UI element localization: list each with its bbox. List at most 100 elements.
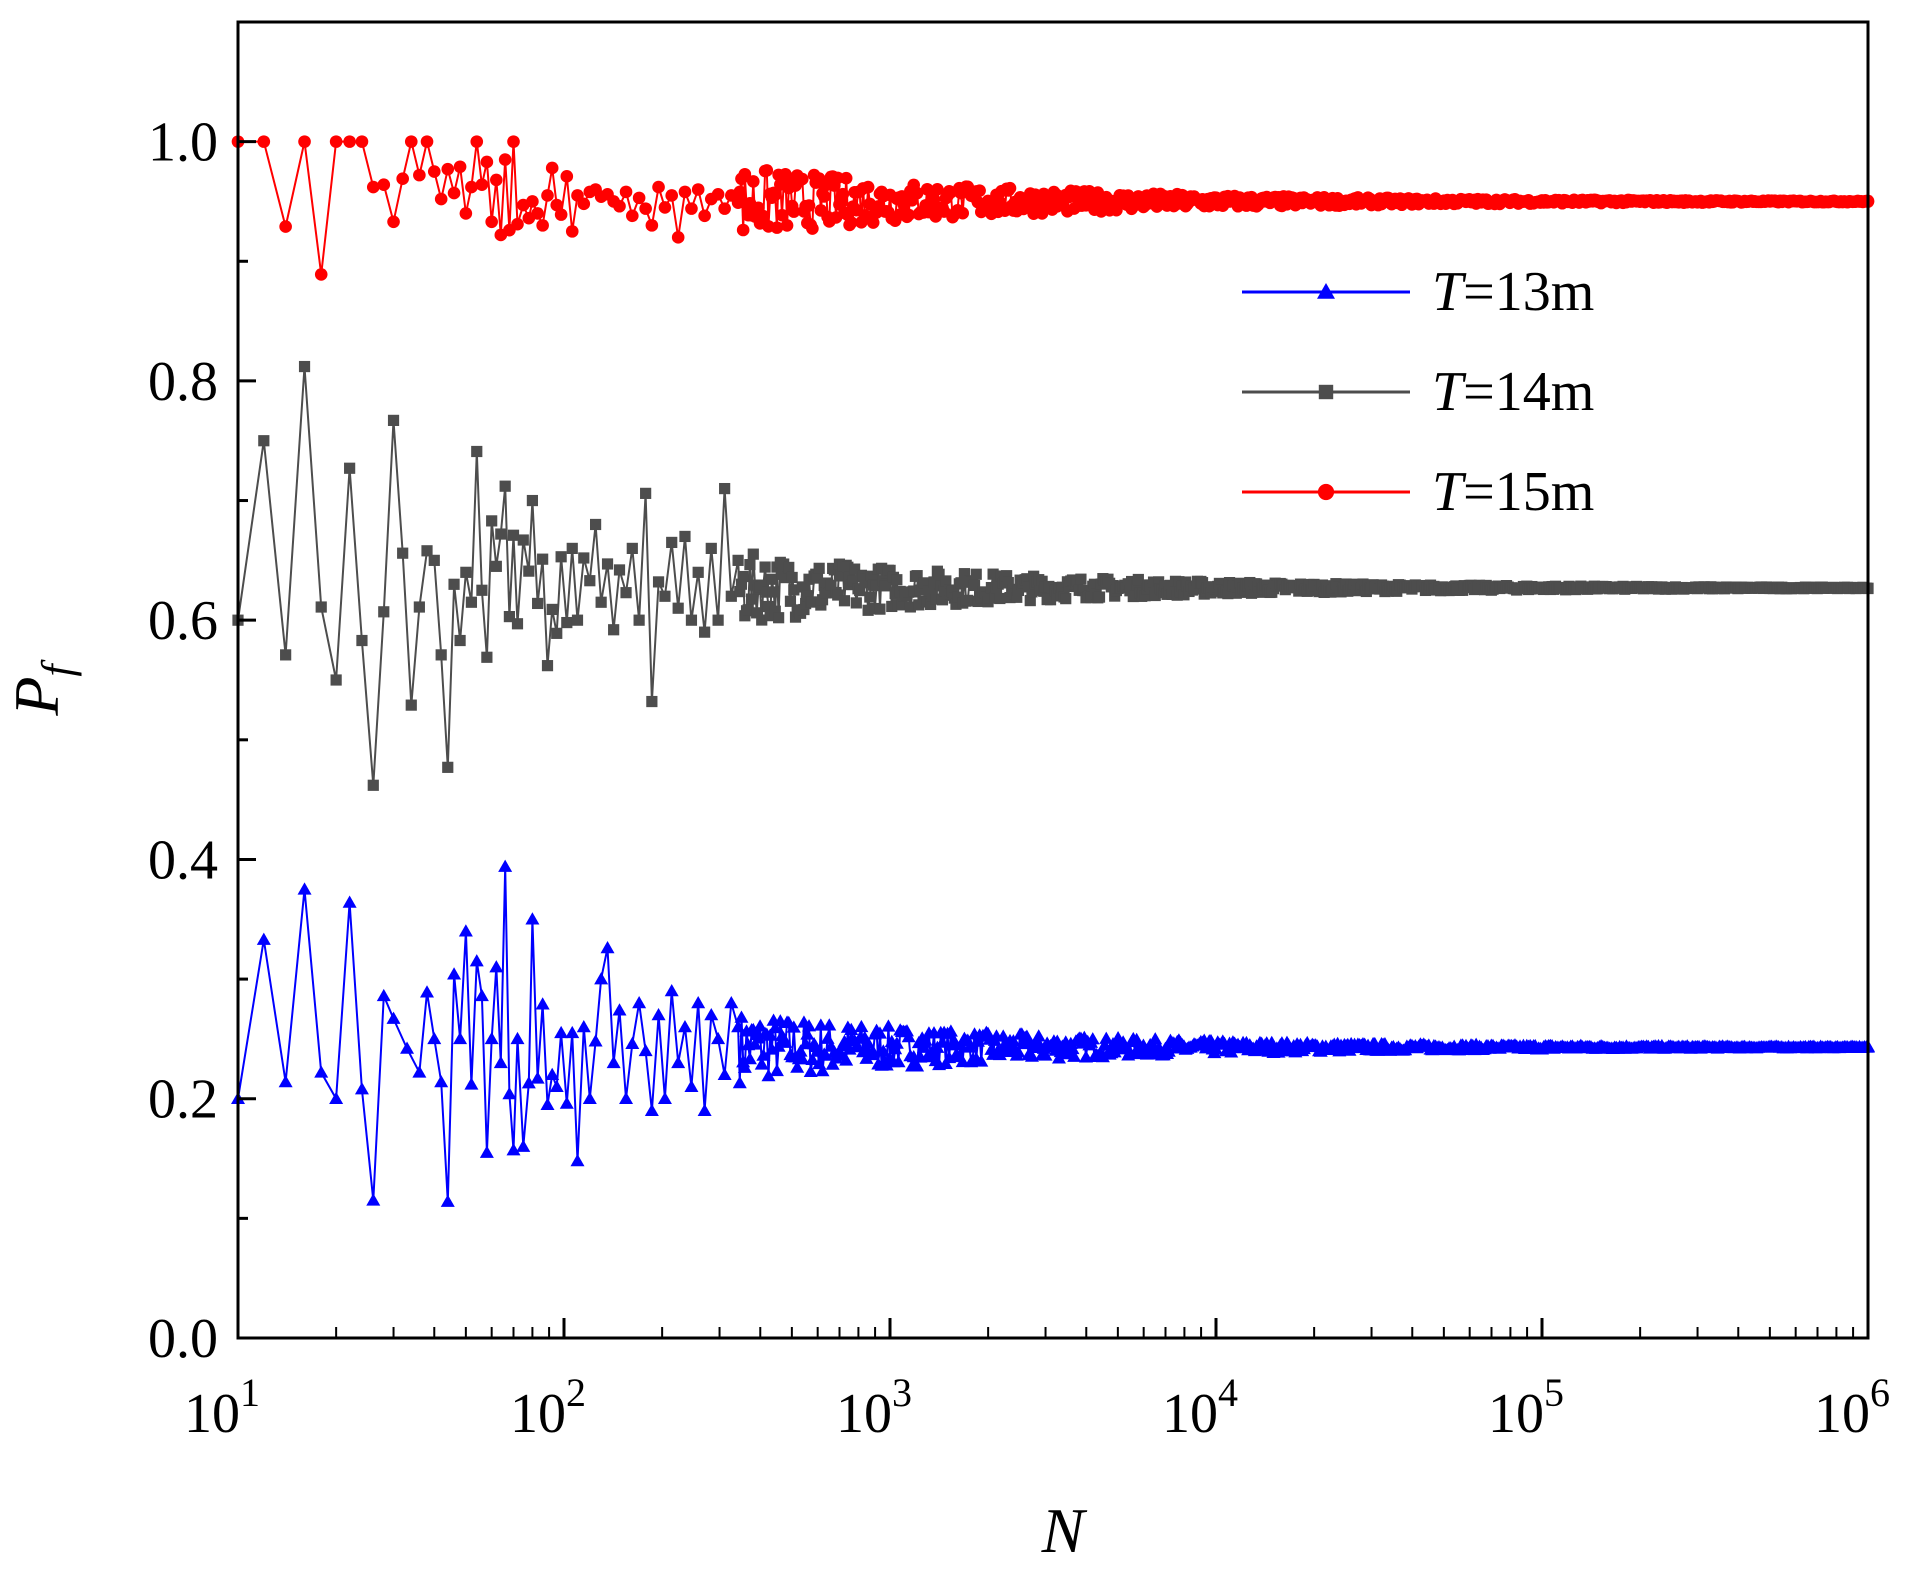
data-point [800, 1027, 815, 1040]
data-point [666, 536, 678, 549]
data-point [753, 1019, 768, 1032]
legend-label: T=14m [1432, 361, 1594, 423]
data-point [671, 231, 685, 244]
data-point [330, 674, 342, 686]
data-point [640, 487, 652, 499]
data-point [1011, 1045, 1026, 1058]
data-point [818, 1048, 833, 1061]
data-point [448, 578, 460, 590]
data-point [434, 1074, 449, 1088]
legend-label: T=13m [1432, 261, 1594, 323]
data-point [396, 172, 409, 186]
data-point [767, 586, 780, 598]
data-point [813, 562, 825, 574]
data-point [537, 553, 549, 565]
data-point [732, 1075, 747, 1089]
data-point [806, 222, 819, 235]
data-point [314, 268, 328, 281]
data-point [913, 599, 925, 611]
data-point [910, 1059, 925, 1072]
data-point [498, 153, 512, 166]
data-point [588, 1034, 603, 1047]
data-point [434, 192, 448, 206]
data-point [850, 597, 862, 609]
data-point [908, 585, 920, 597]
data-point [1161, 1044, 1176, 1057]
x-tick-label: 106 [1814, 1370, 1890, 1445]
data-point [736, 223, 750, 237]
data-point [773, 612, 785, 624]
data-point [555, 551, 567, 563]
data-point [839, 1053, 854, 1066]
data-point [854, 585, 866, 597]
data-point [962, 1040, 977, 1053]
data-point [453, 1031, 468, 1045]
data-point [619, 1091, 634, 1104]
data-point [545, 161, 559, 175]
data-point [734, 586, 746, 598]
data-point [862, 604, 874, 616]
data-point [901, 1030, 916, 1043]
data-point [817, 190, 831, 203]
data-point [612, 1003, 627, 1016]
data-point [996, 1029, 1011, 1042]
data-point [968, 579, 981, 592]
data-point [891, 574, 903, 586]
data-point [626, 209, 639, 223]
data-point [578, 552, 590, 564]
data-point [960, 1033, 975, 1046]
data-point [646, 695, 658, 708]
data-point [619, 185, 633, 199]
data-point [756, 614, 768, 626]
data-point [918, 577, 930, 589]
data-point [503, 610, 515, 623]
data-point [589, 518, 602, 531]
data-point [355, 135, 369, 148]
data-point [761, 1069, 776, 1082]
data-point [860, 577, 873, 589]
y-tick-label: 0.2 [148, 1069, 218, 1131]
data-point [872, 1026, 887, 1039]
data-point [420, 985, 435, 998]
data-point [787, 205, 801, 218]
data-point [1021, 573, 1033, 585]
data-point [600, 940, 615, 954]
data-point [806, 596, 819, 608]
data-point [344, 462, 356, 474]
data-point [549, 1079, 564, 1093]
data-point [811, 572, 824, 584]
data-point [427, 165, 441, 178]
data-point [329, 135, 343, 148]
data-point [735, 578, 748, 590]
data-point [738, 167, 752, 181]
x-tick-label: 105 [1488, 1370, 1564, 1445]
data-point [565, 1025, 580, 1039]
data-point [805, 1052, 820, 1066]
data-point [835, 570, 847, 582]
data-point [825, 1057, 840, 1070]
data-point [566, 542, 578, 554]
legend-item: T=15m [1242, 461, 1594, 523]
data-point [677, 1019, 692, 1033]
data-point [405, 699, 417, 711]
data-point [367, 779, 379, 791]
data-point [734, 1010, 749, 1023]
data-point [584, 575, 596, 587]
data-point [507, 135, 520, 148]
data-point [930, 593, 942, 605]
data-point [891, 1055, 906, 1068]
data-point [798, 603, 810, 616]
data-point [784, 595, 797, 607]
x-axis-title: N [1041, 1495, 1088, 1566]
data-point [987, 568, 999, 580]
data-point [1012, 584, 1025, 597]
data-point [632, 996, 647, 1009]
y-tick-label: 0.0 [148, 1308, 218, 1370]
data-point [788, 584, 800, 596]
data-point [387, 414, 400, 426]
data-point [298, 360, 311, 373]
data-point [664, 984, 679, 997]
data-point [561, 616, 573, 629]
data-point [828, 564, 840, 576]
data-point [763, 1028, 778, 1041]
